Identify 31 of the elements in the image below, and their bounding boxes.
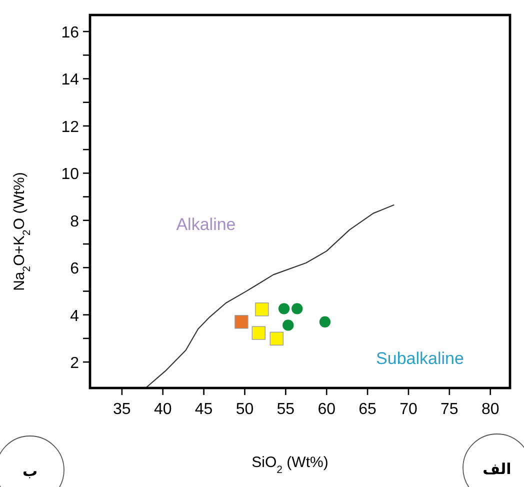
point — [234, 315, 248, 329]
x-tick-label: 65 — [358, 401, 377, 418]
annotation: Alkaline — [176, 215, 236, 234]
point — [319, 316, 331, 328]
x-tick-label: 70 — [400, 401, 418, 418]
text: ب — [22, 462, 38, 480]
point — [278, 303, 290, 314]
x-tick-label: 40 — [154, 401, 172, 418]
y-tick-label: 6 — [70, 260, 80, 278]
y-tick-label: 2 — [70, 355, 80, 372]
x-tick-label: 45 — [194, 401, 213, 418]
x-tick-label: 35 — [113, 401, 131, 418]
x-tick-label: 50 — [236, 401, 254, 418]
y-tick-label: 16 — [61, 24, 80, 42]
point — [270, 332, 284, 346]
x-tick-label: 60 — [318, 401, 336, 418]
x-tick-label: 80 — [481, 401, 500, 418]
annotation: Subalkaline — [376, 349, 464, 368]
y-tick-label: 10 — [61, 166, 80, 184]
point — [252, 326, 266, 340]
point — [292, 303, 303, 314]
x-axis-title: SiO$_{2}$ (Wt%) — [252, 454, 328, 476]
y-tick-label: 12 — [61, 118, 80, 136]
point — [255, 302, 269, 316]
x-tick-label: 55 — [276, 401, 295, 418]
y-tick-label: 8 — [70, 213, 80, 230]
y-tick-label: 14 — [61, 72, 80, 89]
y-tick-label: 4 — [70, 308, 80, 325]
point — [282, 320, 294, 331]
text: الف — [482, 460, 512, 478]
x-tick-label: 75 — [440, 401, 458, 418]
